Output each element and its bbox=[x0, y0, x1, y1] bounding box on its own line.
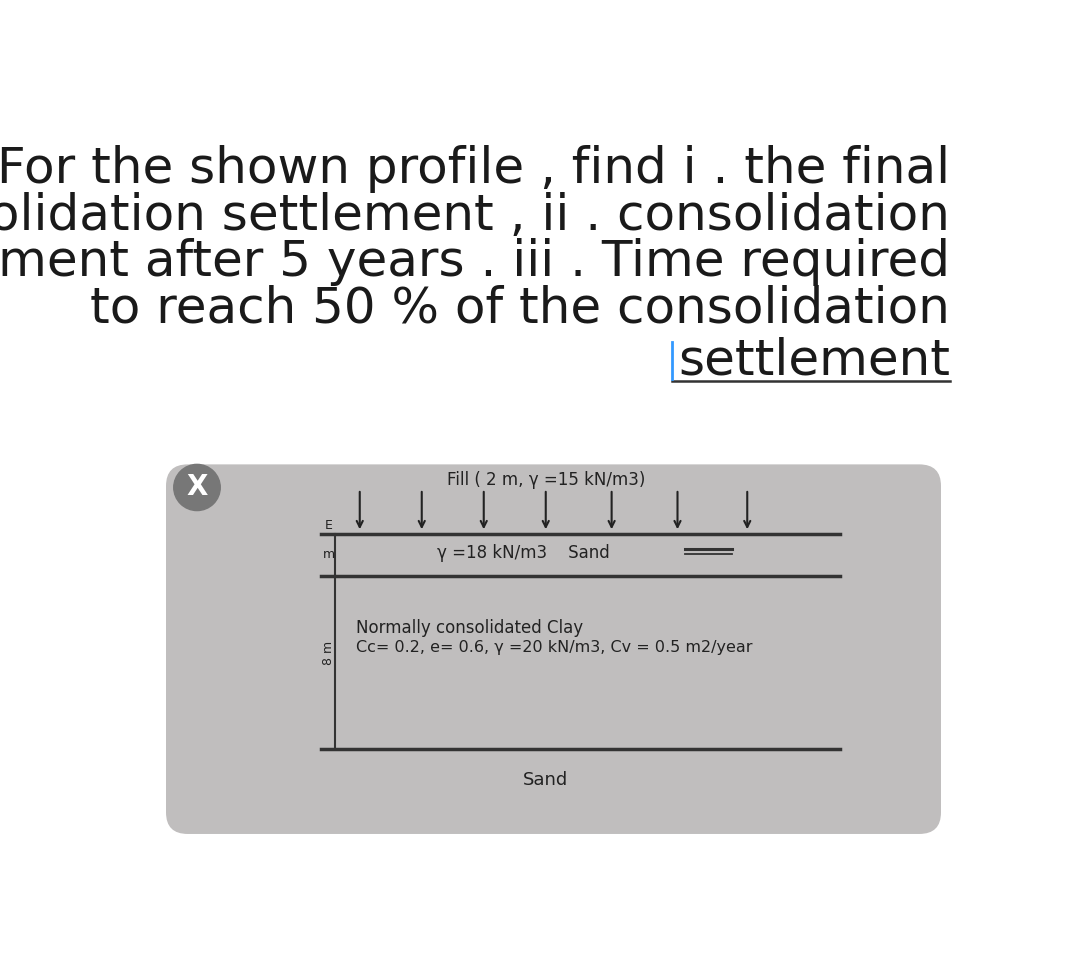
Text: For the shown profile , find i . the final: For the shown profile , find i . the fin… bbox=[0, 145, 950, 194]
Text: settlement: settlement bbox=[678, 336, 950, 384]
Text: Cc= 0.2, e= 0.6, γ =20 kN/m3, Cv = 0.5 m2/year: Cc= 0.2, e= 0.6, γ =20 kN/m3, Cv = 0.5 m… bbox=[356, 640, 753, 655]
Text: m: m bbox=[323, 548, 335, 561]
Text: 8 m: 8 m bbox=[322, 641, 335, 665]
Circle shape bbox=[174, 464, 220, 510]
Text: Fill ( 2 m, γ =15 kN/m3): Fill ( 2 m, γ =15 kN/m3) bbox=[446, 471, 645, 489]
Text: Sand: Sand bbox=[523, 771, 568, 789]
Text: to reach 50 % of the consolidation: to reach 50 % of the consolidation bbox=[91, 284, 950, 332]
Text: settlement after 5 years . iii . Time required: settlement after 5 years . iii . Time re… bbox=[0, 238, 950, 286]
Text: E: E bbox=[325, 519, 333, 533]
Text: X: X bbox=[187, 474, 207, 502]
Text: Normally consolidated Clay: Normally consolidated Clay bbox=[356, 618, 583, 637]
FancyBboxPatch shape bbox=[166, 464, 941, 834]
Text: γ =18 kN/m3    Sand: γ =18 kN/m3 Sand bbox=[437, 544, 610, 562]
Text: consolidation settlement , ii . consolidation: consolidation settlement , ii . consolid… bbox=[0, 192, 950, 240]
